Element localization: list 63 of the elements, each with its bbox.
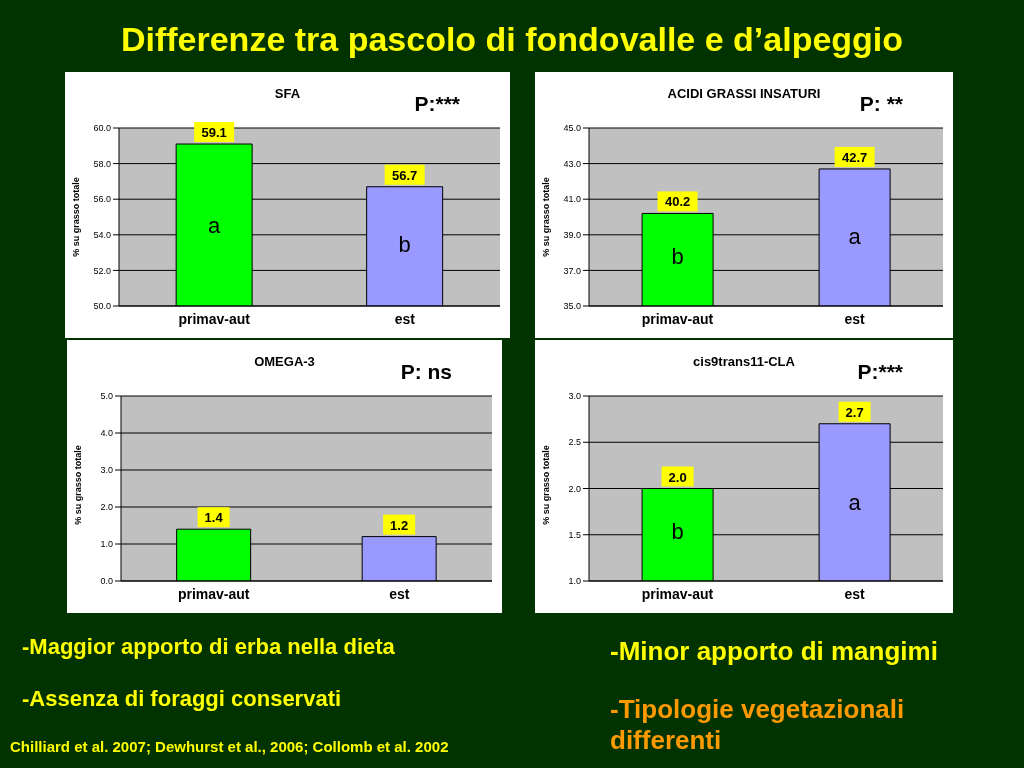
y-tick-label: 52.0 bbox=[93, 265, 111, 276]
data-label: 1.4 bbox=[204, 510, 224, 526]
annotation: b bbox=[398, 232, 411, 258]
data-label: 42.7 bbox=[841, 149, 868, 165]
y-axis-title: % su grasso totale bbox=[541, 445, 551, 525]
data-label: 2.0 bbox=[668, 469, 687, 485]
data-label: 1.2 bbox=[390, 517, 409, 533]
text: P:*** bbox=[414, 92, 460, 116]
x-tick-label: est bbox=[844, 585, 865, 602]
data-label: 59.1 bbox=[201, 125, 227, 141]
y-tick-label: 58.0 bbox=[93, 158, 111, 169]
y-tick-label: 39.0 bbox=[563, 229, 581, 240]
y-tick-label: 1.0 bbox=[568, 576, 581, 587]
y-tick-label: 37.0 bbox=[563, 265, 581, 276]
annotation: a bbox=[208, 213, 222, 239]
x-tick-label: primav-aut bbox=[177, 585, 250, 602]
annotation: b bbox=[671, 519, 684, 545]
y-tick-label: 4.0 bbox=[100, 428, 113, 439]
text: P: ** bbox=[859, 92, 903, 116]
chart-title: ACIDI GRASSI INSATURI bbox=[667, 86, 821, 101]
y-tick-label: 45.0 bbox=[563, 123, 581, 134]
y-tick-label: 50.0 bbox=[93, 301, 111, 312]
text: -Maggior apporto di erba nella dieta bbox=[22, 634, 395, 660]
x-tick-label: primav-aut bbox=[641, 310, 714, 327]
text: -Tipologie vegetazionali differenti bbox=[610, 694, 906, 756]
text: -Assenza di foraggi conservati bbox=[22, 686, 342, 712]
y-tick-label: 1.5 bbox=[568, 529, 581, 540]
data-label: 40.2 bbox=[664, 194, 691, 210]
x-tick-label: est bbox=[394, 310, 416, 327]
y-tick-label: 60.0 bbox=[93, 123, 111, 134]
x-tick-label: est bbox=[844, 310, 865, 327]
data-label: 2.7 bbox=[845, 404, 864, 420]
annotation: a bbox=[848, 224, 862, 250]
y-tick-label: 41.0 bbox=[563, 194, 581, 205]
y-tick-label: 54.0 bbox=[93, 229, 111, 240]
chart-title: cis9trans11-CLA bbox=[693, 354, 795, 369]
annotation: a bbox=[848, 490, 862, 516]
y-tick-label: 56.0 bbox=[93, 194, 111, 205]
annotation: b bbox=[671, 244, 684, 270]
y-tick-label: 3.0 bbox=[100, 465, 113, 476]
y-tick-label: 3.0 bbox=[568, 391, 581, 402]
y-tick-label: 2.5 bbox=[568, 437, 581, 448]
text: P:*** bbox=[857, 360, 903, 384]
y-tick-label: 35.0 bbox=[563, 301, 581, 312]
x-tick-label: est bbox=[389, 585, 410, 602]
data-label: 56.7 bbox=[391, 167, 418, 183]
text: Chilliard et al. 2007; Dewhurst et al., 2006; Collomb et al. 2002 bbox=[10, 738, 449, 755]
y-axis-title: % su grasso totale bbox=[71, 177, 81, 257]
y-tick-label: 43.0 bbox=[563, 158, 581, 169]
y-tick-label: 5.0 bbox=[100, 391, 113, 402]
chart-title: SFA bbox=[274, 86, 301, 101]
x-tick-label: primav-aut bbox=[641, 585, 714, 602]
y-axis-title: % su grasso totale bbox=[73, 445, 83, 525]
y-tick-label: 2.0 bbox=[100, 502, 113, 513]
text: Differenze tra pascolo di fondovalle e d’alpeggio bbox=[119, 20, 905, 59]
text: P: ns bbox=[400, 360, 452, 384]
chart-title: OMEGA-3 bbox=[254, 354, 315, 369]
y-axis-title: % su grasso totale bbox=[541, 177, 551, 257]
x-tick-label: primav-aut bbox=[178, 310, 251, 327]
y-tick-label: 2.0 bbox=[568, 483, 581, 494]
y-tick-label: 0.0 bbox=[100, 576, 113, 587]
y-tick-label: 1.0 bbox=[100, 539, 113, 550]
text: -Minor apporto di mangimi bbox=[610, 636, 938, 667]
